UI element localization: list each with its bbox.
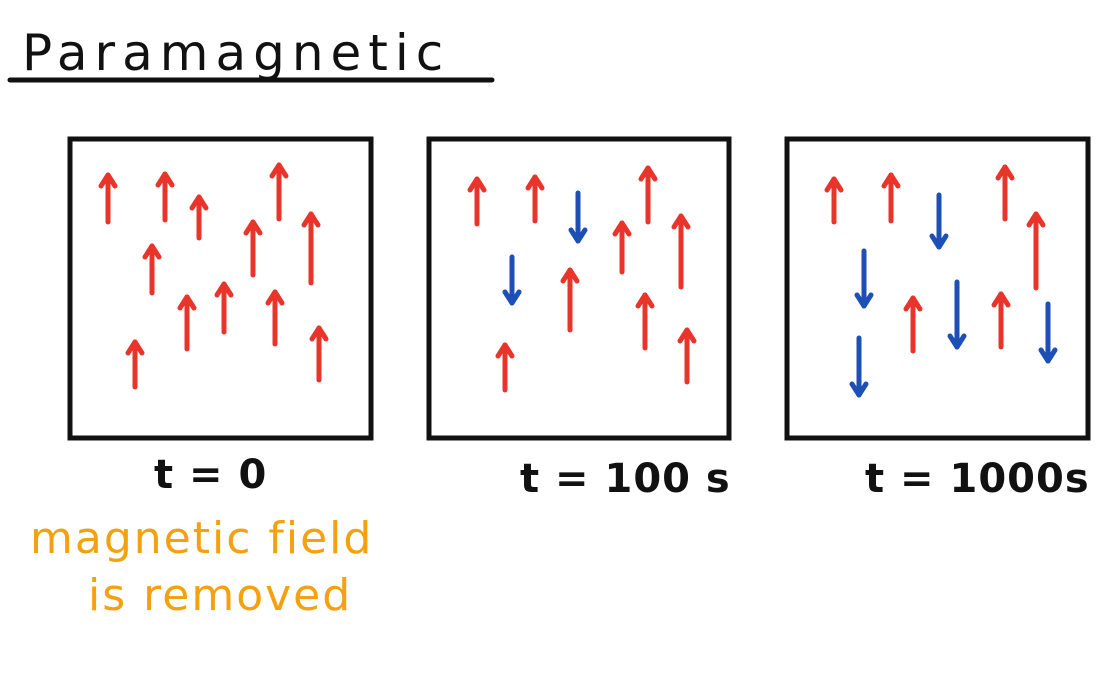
spin-arrow-up — [125, 339, 145, 390]
spin-arrow-up — [265, 289, 285, 347]
spin-arrow-down — [568, 190, 588, 244]
panel-box-t100 — [426, 136, 732, 441]
spin-arrow-up — [638, 165, 658, 225]
spin-arrow-up — [612, 220, 632, 275]
spin-arrow-down — [929, 192, 949, 250]
spin-arrow-up — [301, 211, 321, 286]
spin-arrow-up — [824, 176, 844, 225]
spin-arrow-up — [995, 164, 1015, 222]
spin-arrow-up — [467, 176, 487, 227]
spin-arrow-up — [635, 292, 655, 351]
time-label-t100: t = 100 s — [520, 456, 731, 502]
spin-arrow-down — [1038, 301, 1058, 364]
note-line-2: is removed — [88, 570, 352, 621]
spin-arrow-up — [560, 267, 580, 333]
spin-arrow-up — [903, 295, 923, 354]
spin-arrow-up — [177, 294, 197, 352]
spin-arrow-up — [98, 172, 118, 225]
spin-arrow-up — [269, 162, 289, 222]
spin-arrow-up — [495, 342, 515, 393]
spin-arrow-up — [525, 174, 545, 224]
spin-arrow-down — [849, 335, 869, 398]
spin-arrow-up — [677, 327, 697, 385]
diagram-title: Paramagnetic — [22, 24, 450, 82]
spin-arrow-up — [991, 291, 1011, 350]
panel-box-t1000 — [784, 136, 1091, 441]
spin-arrow-down — [502, 254, 522, 306]
spin-arrow-up — [189, 194, 209, 241]
note-line-1: magnetic field — [30, 513, 373, 564]
spin-arrow-down — [947, 279, 967, 350]
panel-box-t0 — [67, 136, 374, 441]
spin-arrow-up — [243, 219, 263, 278]
spin-arrow-up — [1026, 211, 1046, 291]
spin-arrow-up — [214, 281, 234, 335]
spin-arrow-up — [155, 171, 175, 223]
spin-arrow-up — [309, 325, 329, 383]
panel-arrows-t1000 — [824, 164, 1058, 398]
time-label-t1000: t = 1000s — [865, 456, 1090, 502]
spin-arrow-up — [671, 213, 691, 290]
panel-arrows-t0 — [98, 162, 329, 390]
time-label-t0: t = 0 — [154, 452, 267, 498]
panel-arrows-t100 — [467, 165, 697, 393]
spin-arrow-down — [854, 248, 874, 309]
spin-arrow-up — [142, 243, 162, 296]
spin-arrow-up — [881, 172, 901, 224]
